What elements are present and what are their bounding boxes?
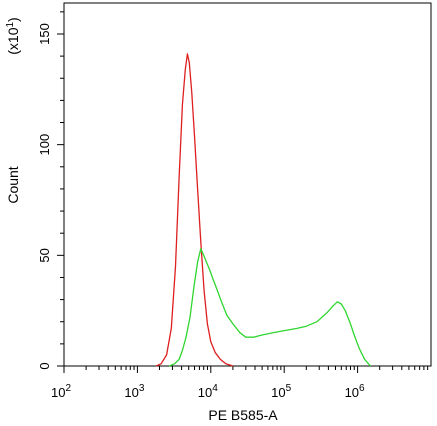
y-axis-title: Count (5, 166, 21, 203)
axes: 102 103 104 105 106 0 50 100 150 (37, 11, 429, 400)
series-line-2 (168, 248, 371, 367)
x-tick-label: 102 (51, 383, 71, 400)
series-line-1 (155, 53, 234, 367)
plot-frame (63, 2, 432, 367)
series-layer (155, 53, 371, 367)
y-tick-label: 0 (37, 362, 52, 369)
y-tick-label: 50 (37, 248, 52, 262)
x-tick-label: 105 (271, 383, 291, 400)
x-tick-label: 104 (198, 383, 218, 400)
y-multiplier-label: (x101) (5, 17, 21, 54)
x-tick-label: 103 (124, 383, 144, 400)
y-tick-label: 150 (37, 23, 52, 45)
x-axis-title: PE B585-A (208, 407, 278, 423)
y-tick-label: 100 (37, 134, 52, 156)
x-tick-label: 106 (345, 383, 365, 400)
